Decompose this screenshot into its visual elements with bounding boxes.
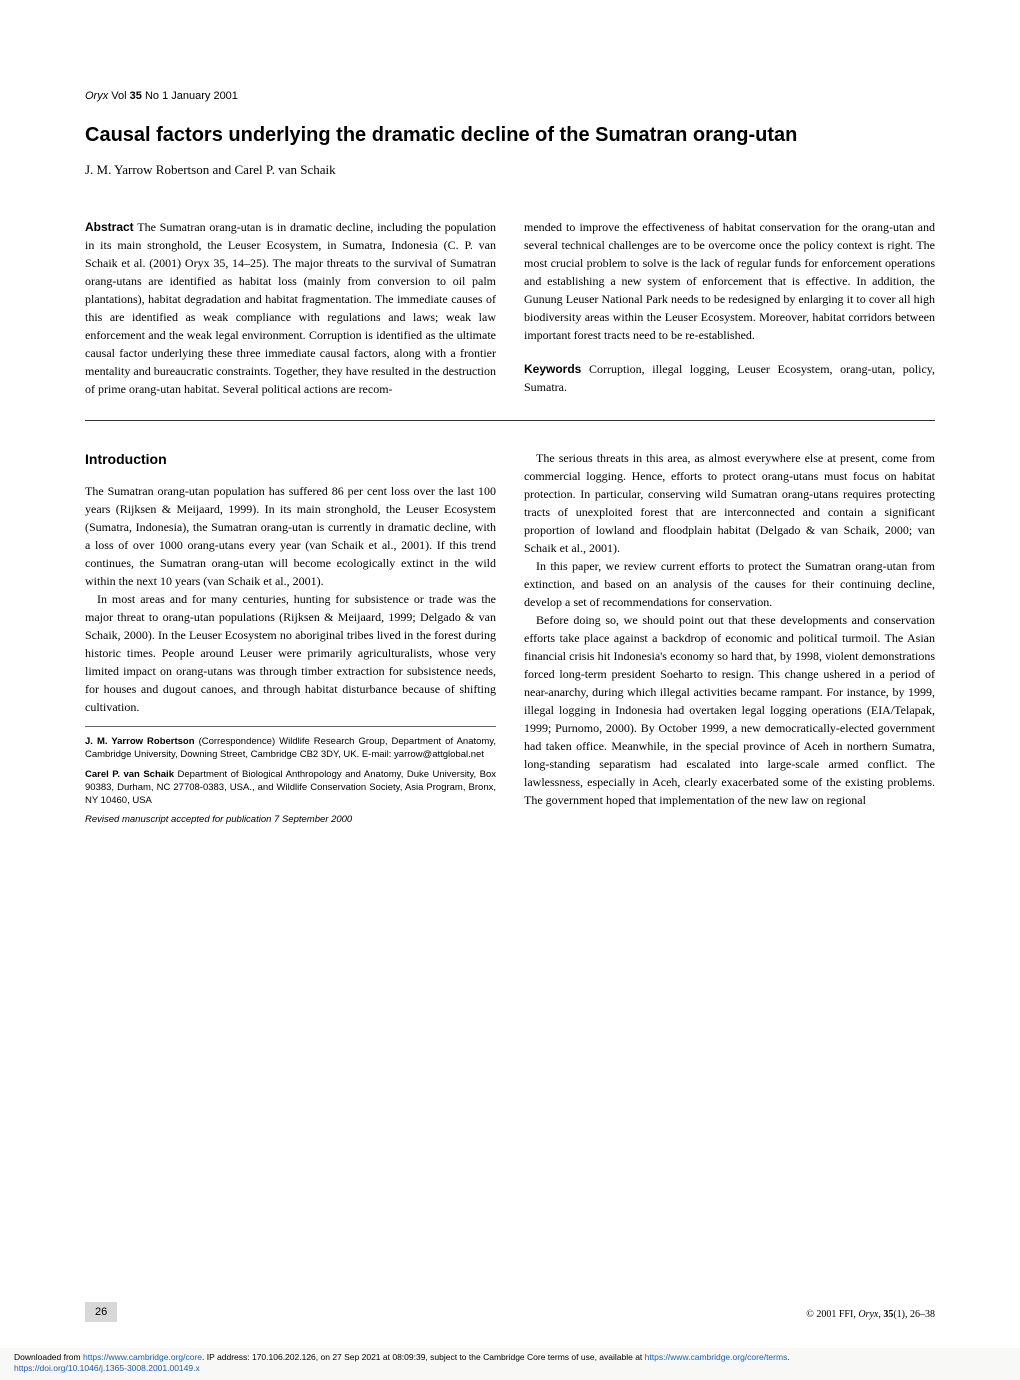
author-info-1: J. M. Yarrow Robertson (Correspondence) … xyxy=(85,735,496,762)
intro-para-2: In most areas and for many centuries, hu… xyxy=(85,590,496,716)
abstract-block: Abstract The Sumatran orang-utan is in d… xyxy=(85,218,935,398)
abstract-text-left: The Sumatran orang-utan is in dramatic d… xyxy=(85,220,496,396)
journal-name: Oryx xyxy=(85,90,108,102)
page-content: Oryx Vol 35 No 1 January 2001 Causal fac… xyxy=(0,0,1020,883)
section-divider xyxy=(85,420,935,421)
body-left-column: Introduction The Sumatran orang-utan pop… xyxy=(85,449,496,833)
footer-doi-link[interactable]: https://doi.org/10.1046/j.1365-3008.2001… xyxy=(14,1363,200,1373)
abstract-right-column: mended to improve the effectiveness of h… xyxy=(524,218,935,398)
keywords-label: Keywords xyxy=(524,362,581,376)
introduction-heading: Introduction xyxy=(85,449,496,470)
journal-vol-prefix: Vol xyxy=(111,90,126,102)
journal-header: Oryx Vol 35 No 1 January 2001 xyxy=(85,90,935,102)
copyright-line: © 2001 FFI, Oryx, 35(1), 26–38 xyxy=(806,1309,935,1320)
footer-line-2: https://doi.org/10.1046/j.1365-3008.2001… xyxy=(14,1363,1006,1374)
intro-para-1: The Sumatran orang-utan population has s… xyxy=(85,482,496,590)
keywords-text: Corruption, illegal logging, Leuser Ecos… xyxy=(524,362,935,394)
author-1-name: J. M. Yarrow Robertson xyxy=(85,736,195,747)
intro-para-5: Before doing so, we should point out tha… xyxy=(524,611,935,809)
page-number: 26 xyxy=(85,1302,117,1322)
abstract-left-column: Abstract The Sumatran orang-utan is in d… xyxy=(85,218,496,398)
article-title: Causal factors underlying the dramatic d… xyxy=(85,122,935,148)
footer-line-1: Downloaded from https://www.cambridge.or… xyxy=(14,1352,1006,1363)
footer-link-core[interactable]: https://www.cambridge.org/core xyxy=(83,1352,202,1362)
abstract-text-right: mended to improve the effectiveness of h… xyxy=(524,218,935,344)
author-line: J. M. Yarrow Robertson and Carel P. van … xyxy=(85,162,935,178)
footer-mid: . IP address: 170.106.202.126, on 27 Sep… xyxy=(202,1352,645,1362)
author-2-name: Carel P. van Schaik xyxy=(85,769,174,780)
body-right-column: The serious threats in this area, as alm… xyxy=(524,449,935,833)
footer-link-terms[interactable]: https://www.cambridge.org/core/terms xyxy=(645,1352,788,1362)
intro-para-4: In this paper, we review current efforts… xyxy=(524,557,935,611)
body-columns: Introduction The Sumatran orang-utan pop… xyxy=(85,449,935,833)
download-footer: Downloaded from https://www.cambridge.or… xyxy=(0,1348,1020,1380)
footer-pre: Downloaded from xyxy=(14,1352,83,1362)
abstract-label: Abstract xyxy=(85,220,134,234)
author-info-block: J. M. Yarrow Robertson (Correspondence) … xyxy=(85,726,496,833)
journal-issue: No 1 January 2001 xyxy=(145,90,238,102)
manuscript-received: Revised manuscript accepted for publicat… xyxy=(85,813,496,826)
keywords-block: Keywords Corruption, illegal logging, Le… xyxy=(524,360,935,396)
journal-volume: 35 xyxy=(130,90,142,102)
author-info-2: Carel P. van Schaik Department of Biolog… xyxy=(85,768,496,808)
intro-para-3: The serious threats in this area, as alm… xyxy=(524,449,935,557)
footer-end: . xyxy=(787,1352,789,1362)
